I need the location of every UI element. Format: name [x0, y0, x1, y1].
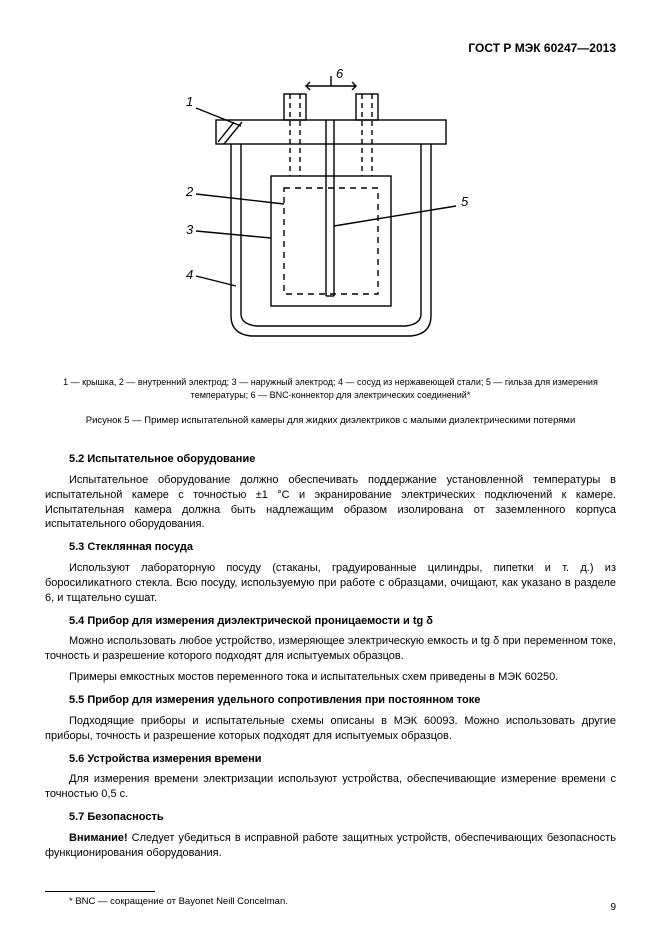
- heading-5-5: 5.5 Прибор для измерения удельного сопро…: [45, 693, 616, 708]
- para-5-5: Подходящие приборы и испытательные схемы…: [45, 714, 616, 744]
- para-5-7-text: Следует убедиться в исправной работе защ…: [45, 832, 616, 859]
- diagram-label-3: 3: [186, 222, 194, 237]
- test-chamber-diagram: 1 2 3 4 5 6: [156, 66, 506, 361]
- figure-legend: 1 — крышка, 2 — внутренний электрод; 3 —…: [45, 376, 616, 401]
- diagram-label-1: 1: [186, 94, 193, 109]
- heading-5-3: 5.3 Стеклянная посуда: [45, 540, 616, 555]
- page-number: 9: [610, 901, 616, 915]
- diagram-label-4: 4: [186, 267, 193, 282]
- figure-caption: Рисунок 5 — Пример испытательной камеры …: [45, 415, 616, 428]
- para-5-3: Используют лабораторную посуду (стаканы,…: [45, 561, 616, 606]
- heading-5-4: 5.4 Прибор для измерения диэлектрической…: [45, 614, 616, 629]
- page: ГОСТ Р МЭК 60247—2013: [0, 0, 661, 936]
- diagram-label-5: 5: [461, 194, 469, 209]
- footnote-separator: [45, 891, 155, 892]
- heading-5-7: 5.7 Безопасность: [45, 810, 616, 825]
- para-5-4a: Можно использовать любое устройство, изм…: [45, 634, 616, 664]
- para-5-4b: Примеры емкостных мостов переменного ток…: [45, 670, 616, 685]
- diagram-label-6: 6: [336, 66, 344, 81]
- para-5-2: Испытательное оборудование должно обеспе…: [45, 473, 616, 532]
- para-5-6: Для измерения времени электризации испол…: [45, 772, 616, 802]
- heading-5-6: 5.6 Устройства измерения времени: [45, 752, 616, 767]
- diagram-label-2: 2: [185, 184, 194, 199]
- attention-label: Внимание!: [69, 832, 128, 844]
- heading-5-2: 5.2 Испытательное оборудование: [45, 452, 616, 467]
- figure-5: 1 2 3 4 5 6: [45, 66, 616, 366]
- para-5-7: Внимание! Следует убедиться в исправной …: [45, 831, 616, 861]
- standard-header: ГОСТ Р МЭК 60247—2013: [45, 40, 616, 56]
- footnote: * BNC — сокращение от Bayonet Neill Conc…: [45, 896, 616, 909]
